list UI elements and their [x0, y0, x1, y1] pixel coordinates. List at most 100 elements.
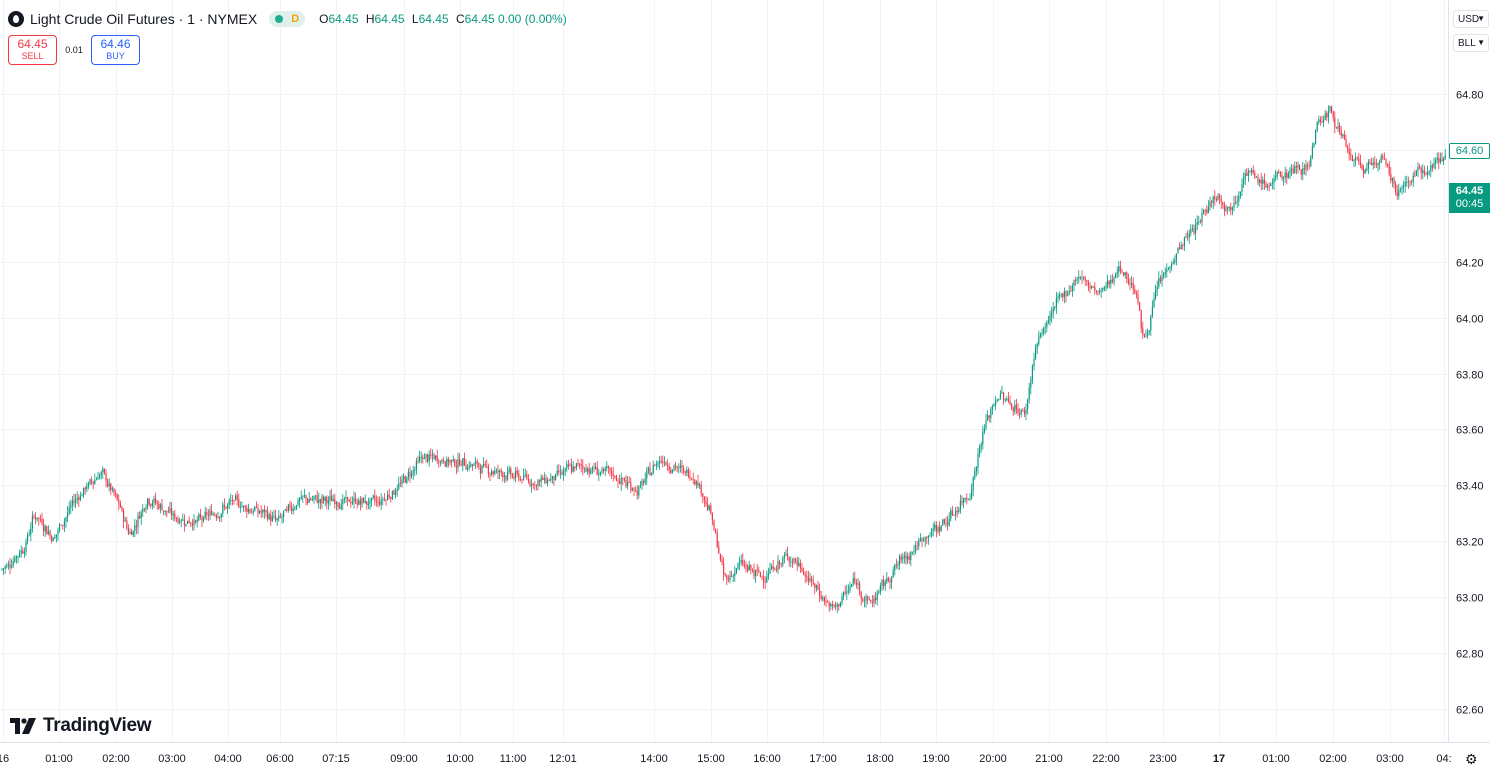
candle-body-down [1390, 173, 1392, 181]
sell-button[interactable]: 64.45 SELL [8, 35, 57, 65]
candle-body-down [1340, 130, 1342, 136]
candle-body-down [9, 564, 11, 568]
candle-body-down [662, 461, 664, 463]
candle-body-up [1148, 330, 1150, 333]
candle-body-up [1435, 160, 1437, 163]
candle-body-down [135, 525, 137, 528]
candle-body-down [1089, 286, 1091, 288]
candle-body-down [1227, 207, 1229, 209]
candle-body-up [1041, 333, 1043, 335]
candle-body-up [1273, 177, 1275, 184]
candle-body-down [988, 415, 990, 418]
price-tick-label: 64.00 [1456, 314, 1484, 326]
candle-body-up [857, 583, 859, 585]
candle-body-up [1398, 189, 1400, 197]
candle-body-up [1366, 168, 1368, 171]
candle-body-down [289, 504, 291, 508]
candle-body-down [105, 473, 107, 481]
candle-body-up [1063, 291, 1065, 298]
candle-body-up [31, 516, 33, 529]
candle-body-down [908, 556, 910, 560]
candle-body-down [225, 506, 227, 509]
candle-body-down [807, 577, 809, 582]
candle-body-down [593, 468, 595, 469]
candle-body-up [659, 460, 661, 463]
candle-body-up [491, 471, 493, 475]
candle-body-up [847, 590, 849, 592]
candle-body-up [1427, 171, 1429, 175]
candle-body-up [86, 486, 88, 490]
candle-body-down [350, 501, 352, 504]
candle-body-down [91, 479, 93, 482]
candle-body-up [481, 465, 483, 474]
candle-body-up [428, 454, 430, 462]
candle-body-up [1039, 333, 1041, 337]
candle-body-down [337, 502, 339, 507]
candle-body-up [1028, 387, 1030, 400]
candle-body-up [68, 507, 70, 513]
candle-body-up [881, 580, 883, 586]
time-axis[interactable]: 16 01:00 02:00 03:00 04:00 06:00 07:15 09:00 10:… [0, 742, 1490, 766]
candle-body-up [372, 495, 374, 498]
price-axis[interactable]: 64.8064.6064.4064.2064.0063.8063.6063.40… [1448, 0, 1490, 773]
candle-body-down [49, 531, 51, 537]
candle-body-up [1150, 316, 1152, 331]
candle-body-up [1353, 159, 1355, 162]
candle-body-up [283, 510, 285, 517]
candle-body-down [1393, 178, 1395, 184]
candle-body-up [1124, 272, 1126, 276]
candle-body-down [1334, 117, 1336, 128]
buy-button[interactable]: 64.46 BUY [91, 35, 140, 65]
candle-body-up [220, 513, 222, 518]
candle-body-down [633, 488, 635, 490]
grid-lines [0, 0, 1448, 742]
candle-body-up [1283, 177, 1285, 179]
candle-body-down [535, 485, 537, 486]
candle-body-up [407, 471, 409, 478]
candle-body-up [555, 474, 557, 481]
candle-body-up [75, 499, 77, 503]
candle-body-up [1443, 158, 1445, 161]
symbol-title[interactable]: Light Crude Oil Futures · 1 · NYMEX [30, 11, 258, 27]
candle-body-down [223, 504, 225, 507]
tradingview-logo[interactable]: TradingView [10, 715, 152, 737]
candle-body-up [303, 495, 305, 497]
candle-body-up [1212, 196, 1214, 203]
candle-body-down [700, 484, 702, 494]
candle-body-up [1044, 327, 1046, 329]
candle-body-up [415, 461, 417, 470]
market-status-badge[interactable]: D [269, 11, 306, 27]
candle-body-down [516, 470, 518, 474]
unit-dropdown[interactable]: BLL ▼ [1453, 34, 1489, 52]
candle-body-up [1412, 175, 1414, 182]
candle-body-down [667, 465, 669, 467]
candle-body-down [1211, 202, 1213, 203]
candle-body-down [1300, 169, 1302, 175]
candle-body-down [1065, 291, 1067, 297]
candle-body-up [993, 405, 995, 407]
candle-body-up [1228, 207, 1230, 209]
candle-body-down [1134, 289, 1136, 294]
candle-body-up [1247, 171, 1249, 176]
candle-body-down [761, 576, 763, 578]
candle-body-up [159, 504, 161, 509]
candle-body-up [559, 471, 561, 473]
candle-body-down [233, 500, 235, 502]
candle-body-up [902, 557, 904, 560]
candle-body-up [1267, 185, 1269, 188]
candle-body-down [443, 460, 445, 462]
candle-body-up [395, 491, 397, 495]
candle-body-down [489, 474, 491, 475]
gear-icon[interactable]: ⚙ [1465, 751, 1478, 767]
sell-price: 64.45 [17, 37, 48, 51]
currency-dropdown[interactable]: USD ▼ [1453, 10, 1489, 28]
candle-body-up [507, 471, 509, 480]
candle-body-up [739, 561, 741, 564]
candle-body-down [825, 601, 827, 602]
candle-body-up [990, 409, 992, 418]
candle-body-up [180, 520, 182, 523]
candle-body-up [182, 519, 184, 521]
candle-body-up [678, 467, 680, 469]
candle-body-up [999, 393, 1001, 400]
